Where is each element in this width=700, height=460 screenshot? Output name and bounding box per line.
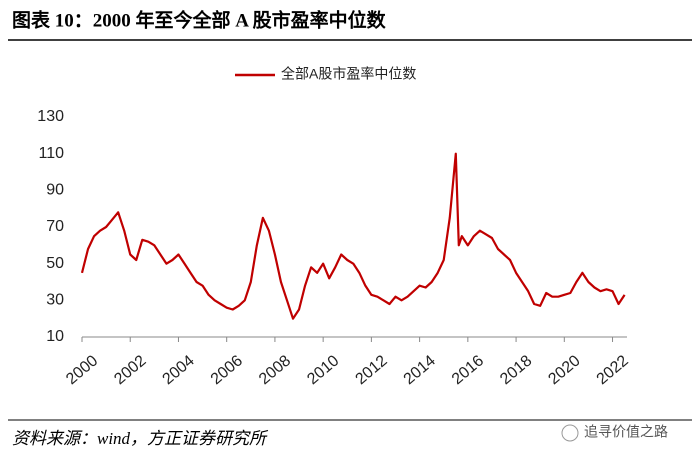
source: 资料来源：wind，方正证券研究所 xyxy=(12,429,269,448)
watermark-icon xyxy=(561,424,579,442)
watermark: 追寻价值之路 xyxy=(584,424,668,440)
x-tick-label: 2018 xyxy=(497,352,535,388)
y-tick-label: 90 xyxy=(46,182,64,199)
y-tick-label: 50 xyxy=(46,255,64,272)
x-tick-label: 2010 xyxy=(304,352,342,388)
x-tick-label: 2000 xyxy=(63,352,101,388)
y-tick-label: 10 xyxy=(46,328,64,345)
x-tick-label: 2004 xyxy=(160,352,198,388)
x-tick-label: 2006 xyxy=(208,352,246,388)
chart-title: 图表 10：2000 年至今全部 A 股市盈率中位数 xyxy=(12,8,387,31)
x-tick-label: 2022 xyxy=(594,352,632,388)
y-tick-label: 70 xyxy=(46,218,64,235)
y-tick-label: 110 xyxy=(38,145,64,162)
y-tick-label: 130 xyxy=(37,108,64,125)
x-tick-label: 2014 xyxy=(401,352,439,388)
x-tick-label: 2016 xyxy=(449,352,487,388)
y-tick-label: 30 xyxy=(46,292,64,309)
x-tick-label: 2012 xyxy=(352,352,390,388)
x-tick-label: 2020 xyxy=(545,352,583,388)
series-line xyxy=(80,152,626,320)
x-tick-label: 2008 xyxy=(256,352,294,388)
x-tick-label: 2002 xyxy=(111,352,149,388)
legend-label: 全部A股市盈率中位数 xyxy=(281,66,416,82)
